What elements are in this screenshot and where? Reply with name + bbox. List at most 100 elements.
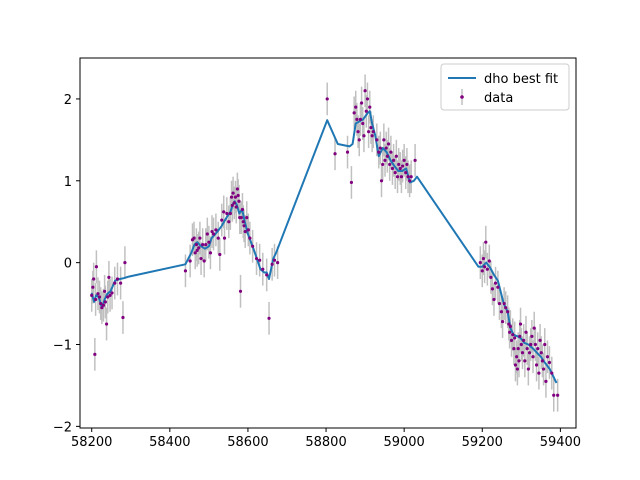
data-point [229, 195, 234, 199]
data-point [509, 338, 514, 343]
data-point [384, 146, 388, 150]
data-point [489, 275, 493, 279]
data-point [110, 291, 114, 295]
data-point [361, 121, 365, 126]
data-point [216, 236, 220, 240]
data-point [478, 261, 482, 265]
data-point [359, 101, 364, 105]
data-point [550, 371, 554, 375]
data-point [527, 351, 532, 355]
data-point [270, 262, 274, 266]
legend-label-data: data [484, 91, 513, 106]
data-point [240, 207, 245, 212]
data-point [404, 171, 408, 175]
data-point [512, 346, 516, 351]
data-point [390, 166, 395, 171]
data-point [227, 220, 231, 224]
data-point [405, 162, 409, 167]
data-point [383, 158, 387, 162]
data-point [195, 248, 199, 252]
data-point [484, 240, 488, 244]
data-point [199, 256, 203, 261]
data-point [544, 379, 548, 383]
data-point [104, 322, 109, 326]
data-point [499, 310, 504, 314]
data-point [540, 359, 545, 363]
data-point [493, 281, 498, 285]
data-point [97, 295, 102, 299]
data-point [113, 281, 117, 285]
data-point [96, 292, 100, 296]
data-point [238, 289, 243, 293]
data-point [531, 355, 535, 359]
data-point [333, 152, 337, 156]
axes-frame [79, 57, 577, 429]
data-point [508, 324, 512, 329]
data-point [197, 246, 201, 250]
data-point [393, 171, 397, 175]
data-point [487, 259, 491, 263]
data-point [248, 236, 252, 240]
data-point [265, 273, 269, 277]
data-point [399, 175, 404, 179]
data-point [480, 269, 484, 273]
data-point [107, 275, 111, 279]
data-point [210, 229, 214, 234]
data-point [507, 322, 511, 326]
data-point [272, 258, 277, 262]
x-tick-label: 59200 [462, 435, 503, 450]
data-point [90, 293, 94, 297]
data-point [526, 367, 530, 371]
data-point [93, 352, 97, 356]
data-point [409, 175, 413, 179]
y-tick-label: 2 [64, 93, 72, 108]
y-tick-label: 0 [64, 257, 72, 272]
data-point [500, 319, 505, 324]
data-point [192, 236, 196, 240]
data-point [211, 232, 216, 236]
data-point [537, 371, 541, 375]
data-point [389, 150, 393, 154]
data-point [408, 179, 412, 183]
data-point [225, 211, 229, 216]
y-tick-label: 1 [64, 175, 72, 190]
data-point [518, 334, 522, 338]
data-point [230, 203, 234, 207]
data-point [515, 355, 519, 359]
data-point [382, 138, 386, 142]
x-tick-label: 58200 [71, 435, 112, 450]
x-axis-ticks: 58200 58400 58600 58800 59000 59200 59400 [71, 428, 581, 450]
data-point [183, 269, 188, 273]
data-point [413, 158, 417, 162]
data-point [362, 134, 366, 138]
data-point [371, 130, 375, 134]
data-point [547, 360, 552, 365]
data-point [364, 109, 368, 113]
x-tick-label: 58400 [149, 435, 190, 450]
legend-box [440, 63, 570, 111]
data-point [91, 285, 95, 289]
data-point [258, 258, 262, 262]
data-point [235, 187, 239, 191]
data-point [525, 346, 529, 351]
data-point [497, 301, 502, 306]
data-point [325, 97, 329, 101]
data-point [188, 259, 192, 263]
data-point [377, 150, 381, 154]
data-point [237, 199, 241, 203]
data-point [100, 306, 104, 310]
data-point [261, 267, 265, 271]
data-point [241, 220, 245, 224]
data-point [370, 134, 374, 138]
data-point [205, 232, 209, 236]
data-point [532, 326, 536, 330]
x-tick-label: 58800 [305, 435, 346, 450]
data-point [276, 261, 280, 265]
data-point [552, 393, 556, 397]
x-tick-label: 59400 [540, 435, 581, 450]
data-point [533, 342, 537, 347]
data-point [231, 191, 235, 195]
data-point [504, 306, 508, 310]
data-point [234, 205, 238, 209]
